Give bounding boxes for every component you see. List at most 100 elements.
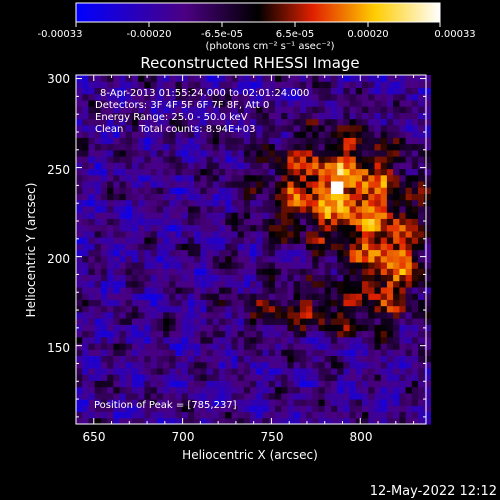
heatmap-cell — [225, 187, 232, 194]
heatmap-cell — [138, 87, 145, 95]
heatmap-cell — [150, 137, 158, 145]
heatmap-cell — [275, 392, 282, 400]
heatmap-cell — [424, 286, 431, 294]
heatmap-cell — [200, 237, 208, 244]
heatmap-cell — [100, 75, 108, 82]
heatmap-cell — [150, 218, 158, 226]
heatmap-cell — [287, 361, 295, 369]
heatmap-cell — [262, 218, 270, 226]
heatmap-cell — [200, 106, 208, 113]
heatmap-cell — [82, 87, 89, 95]
heatmap-cell — [306, 343, 313, 350]
heatmap-cell — [343, 380, 351, 388]
heatmap-cell — [380, 268, 388, 275]
heatmap-cell — [299, 349, 307, 356]
heatmap-cell — [268, 249, 276, 257]
heatmap-cell — [330, 137, 338, 145]
heatmap-cell — [94, 99, 102, 107]
heatmap-cell — [181, 411, 189, 419]
heatmap-cell — [380, 249, 388, 257]
heatmap-cell — [175, 255, 183, 263]
heatmap-cell — [82, 318, 89, 325]
heatmap-cell — [275, 243, 282, 251]
heatmap-cell — [187, 124, 195, 132]
heatmap-cell — [368, 156, 376, 163]
heatmap-cell — [119, 399, 127, 406]
heatmap-cell — [163, 405, 170, 413]
heatmap-cell — [293, 255, 301, 263]
heatmap-cell — [169, 218, 177, 226]
heatmap-cell — [113, 305, 121, 313]
heatmap-cell — [125, 156, 133, 163]
heatmap-cell — [156, 168, 164, 176]
heatmap-cell — [194, 299, 201, 307]
heatmap-cell — [243, 349, 251, 356]
heatmap-cell — [287, 336, 295, 344]
heatmap-cell — [200, 417, 208, 425]
heatmap-cell — [132, 174, 139, 182]
heatmap-cell — [125, 262, 133, 269]
heatmap-cell — [82, 411, 89, 419]
heatmap-cell — [393, 81, 400, 88]
heatmap-cell — [299, 305, 307, 313]
heatmap-cell — [100, 112, 108, 120]
heatmap-cell — [144, 174, 152, 182]
heatmap-cell — [94, 311, 102, 319]
heatmap-cell — [150, 156, 158, 163]
heatmap-cell — [362, 349, 369, 356]
heatmap-cell — [200, 162, 208, 170]
heatmap-cell — [144, 137, 152, 145]
heatmap-cell — [312, 380, 320, 388]
heatmap-cell — [275, 168, 282, 176]
heatmap-cell — [156, 162, 164, 170]
heatmap-cell — [225, 361, 232, 369]
heatmap-cell — [268, 255, 276, 263]
heatmap-cell — [219, 168, 226, 176]
heatmap-cell — [82, 293, 89, 300]
heatmap-cell — [156, 112, 164, 120]
heatmap-cell — [206, 156, 214, 163]
heatmap-cell — [107, 392, 114, 400]
heatmap-cell — [150, 162, 158, 170]
heatmap-cell — [194, 143, 201, 151]
heatmap-cell — [399, 324, 407, 332]
heatmap-cell — [187, 280, 195, 288]
heatmap-cell — [275, 361, 282, 369]
heatmap-cell — [355, 193, 363, 201]
heatmap-cell — [312, 330, 320, 338]
heatmap-cell — [237, 75, 245, 82]
heatmap-cell — [293, 399, 301, 406]
heatmap-cell — [349, 87, 357, 95]
heatmap-cell — [100, 286, 108, 294]
heatmap-cell — [150, 405, 158, 413]
heatmap-cell — [330, 299, 338, 307]
heatmap-cell — [312, 174, 320, 182]
heatmap-cell — [386, 361, 394, 369]
heatmap-cell — [76, 249, 83, 257]
heatmap-cell — [107, 156, 114, 163]
heatmap-cell — [337, 318, 344, 325]
heatmap-cell — [355, 230, 363, 238]
heatmap-cell — [243, 174, 251, 182]
heatmap-cell — [256, 361, 264, 369]
heatmap-cell — [330, 149, 338, 157]
heatmap-cell — [107, 199, 114, 207]
heatmap-cell — [181, 293, 189, 300]
heatmap-cell — [212, 180, 220, 188]
heatmap-cell — [169, 361, 177, 369]
heatmap-cell — [343, 143, 351, 151]
heatmap-cell — [380, 162, 388, 170]
heatmap-cell — [237, 324, 245, 332]
heatmap-cell — [324, 305, 332, 313]
heatmap-cell — [287, 187, 295, 194]
heatmap-cell — [386, 212, 394, 219]
heatmap-cell — [94, 268, 102, 275]
heatmap-cell — [181, 399, 189, 406]
heatmap-cell — [181, 355, 189, 363]
heatmap-cell — [88, 386, 96, 394]
heatmap-cell — [132, 318, 139, 325]
heatmap-cell — [138, 367, 145, 375]
heatmap-cell — [206, 199, 214, 207]
heatmap-cell — [200, 124, 208, 132]
heatmap-cell — [293, 212, 301, 219]
